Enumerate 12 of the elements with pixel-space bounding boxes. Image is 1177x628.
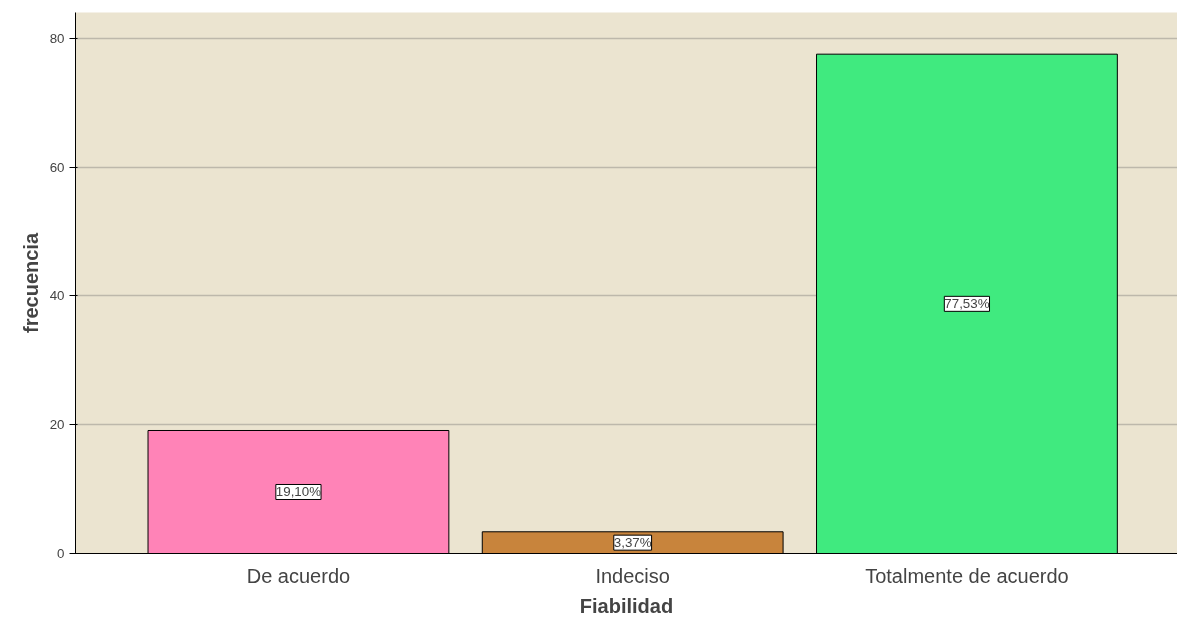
y-tick-label: 0 (57, 546, 65, 561)
data-label: 3,37% (613, 535, 652, 551)
x-tick-label: Indeciso (595, 564, 670, 587)
x-axis-title: Fiabilidad (579, 594, 674, 617)
x-tick-label: Totalmente de acuerdo (865, 564, 1069, 587)
x-tick-label: De acuerdo (246, 564, 351, 587)
y-tick-label: 20 (49, 417, 65, 433)
y-tick-label: 60 (49, 159, 65, 175)
y-tick-label: 40 (49, 288, 65, 304)
y-axis-title: frecuencia (19, 232, 42, 334)
y-tick-label: 80 (49, 30, 65, 46)
data-label: 77,53% (944, 296, 990, 312)
